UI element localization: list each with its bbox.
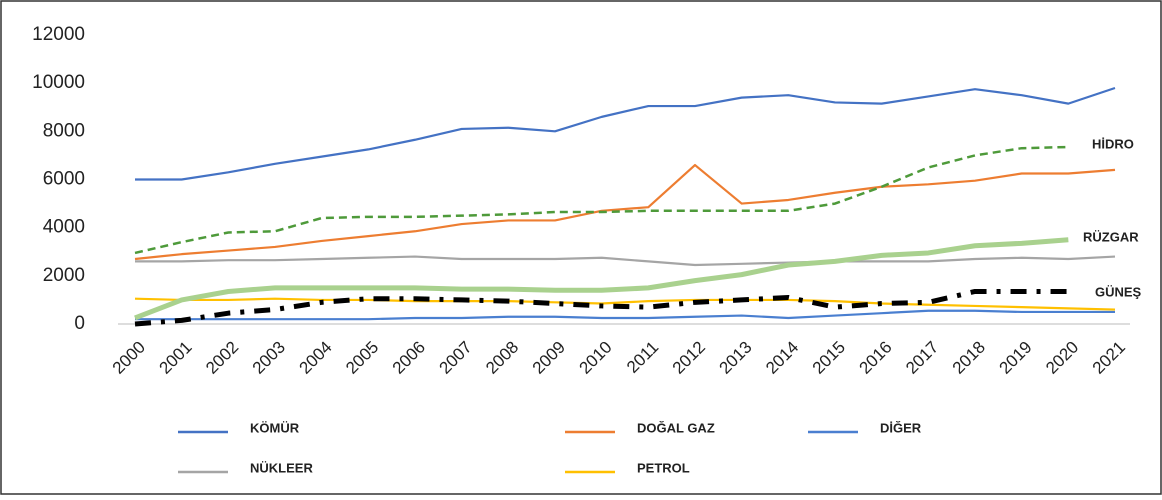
series-line <box>134 237 1069 321</box>
legend-label: PETROL <box>637 460 690 475</box>
series-label: GÜNEŞ <box>1095 284 1142 299</box>
legend-label: DİĞER <box>880 420 922 435</box>
series-label: HİDRO <box>1092 136 1134 151</box>
y-tick-label: 0 <box>74 313 85 334</box>
y-tick-label: 12000 <box>32 24 85 45</box>
y-tick-label: 6000 <box>43 169 85 190</box>
series-line <box>135 86 1116 181</box>
legend-label: NÜKLEER <box>250 460 313 475</box>
legend-label: KÖMÜR <box>250 420 300 435</box>
legend-label: DOĞAL GAZ <box>637 420 715 435</box>
y-tick-label: 4000 <box>43 217 85 238</box>
y-tick-label: 10000 <box>32 72 85 93</box>
y-tick-label: 8000 <box>43 120 85 141</box>
series-line <box>134 145 1069 255</box>
series-label: RÜZGAR <box>1083 229 1139 244</box>
y-tick-label: 2000 <box>43 265 85 286</box>
series-line <box>134 297 1116 311</box>
series-line <box>135 309 1115 321</box>
series-line <box>135 255 1116 267</box>
series-line <box>134 163 1116 261</box>
series-line <box>134 288 1069 327</box>
